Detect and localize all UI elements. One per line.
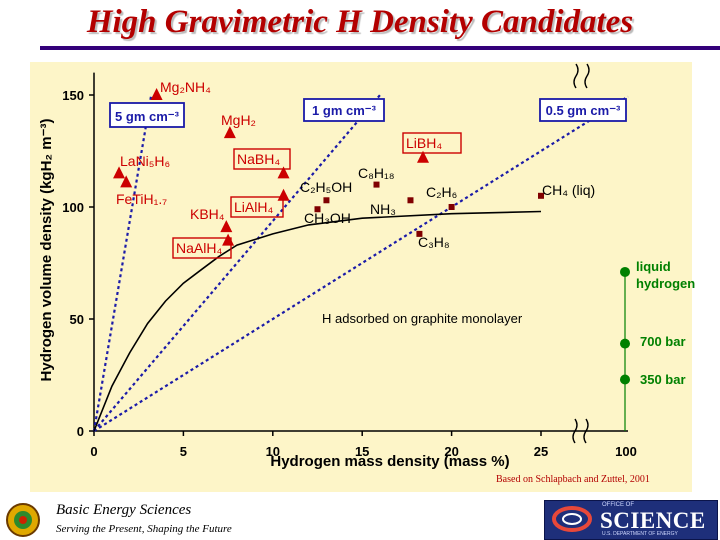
hydrocarbon-point xyxy=(323,197,330,204)
hydride-point xyxy=(120,175,133,188)
x-tick-label: 10 xyxy=(266,444,280,459)
reference-line-box xyxy=(109,102,185,128)
data-points xyxy=(113,88,630,431)
reference-line xyxy=(92,94,153,432)
reference-lines xyxy=(92,94,629,432)
hydride-label: NaBH₄ xyxy=(237,151,280,167)
hydride-point xyxy=(223,126,236,139)
hydrocarbon-label: C₃H₈ xyxy=(418,234,450,250)
source-note: Based on Schlapbach and Zuttel, 2001 xyxy=(496,474,650,485)
hydride-label-box xyxy=(230,196,284,218)
reference-line-label: 5 gm cm⁻³ xyxy=(115,109,180,124)
hydride-point xyxy=(277,166,290,179)
hydride-label: MgH₂ xyxy=(221,112,256,128)
x-tick-label: 0 xyxy=(90,444,97,459)
hydride-label-box xyxy=(233,148,291,170)
hydrocarbon-label: C₂H₆ xyxy=(426,184,457,200)
reference-line xyxy=(93,94,381,432)
y-tick-label: 100 xyxy=(62,200,84,215)
y-tick-label: 0 xyxy=(77,424,84,439)
top-break-mark xyxy=(573,63,579,89)
science-swirl-icon xyxy=(552,506,592,532)
x-axis-label: Hydrogen mass density (mass %) xyxy=(270,453,509,470)
y-tick-label: 150 xyxy=(62,88,84,103)
science-office-line: OFFICE OF xyxy=(602,502,634,508)
reference-line-label: 1 gm cm⁻³ xyxy=(312,103,377,118)
storage-marker xyxy=(620,374,630,385)
x-tick-label: 20 xyxy=(444,444,458,459)
storage-label-line2: hydrogen xyxy=(636,276,695,291)
footer-org: Basic Energy Sciences xyxy=(56,502,192,518)
hydrocarbon-point xyxy=(314,206,321,213)
hydride-label: NaAlH₄ xyxy=(176,240,222,256)
graphite-adsorption-curve xyxy=(93,210,542,432)
top-break-mark xyxy=(584,63,590,89)
hydrocarbon-point xyxy=(407,197,414,204)
storage-marker xyxy=(620,266,630,277)
x-tick-label: 25 xyxy=(534,444,548,459)
hydride-label: LaNi₅H₆ xyxy=(120,153,170,169)
hydride-label-box xyxy=(172,237,232,259)
x-axis-break-mark xyxy=(572,418,578,444)
reference-line-box xyxy=(539,98,627,122)
graphite-curve-layer xyxy=(93,210,542,432)
hydrocarbon-label: C₂H₅OH xyxy=(300,179,352,195)
chart-texts: 0 50 100 150 0 5 10 15 20 25 100 Hydrogen mass dens… xyxy=(38,79,695,470)
storage-label: 350 bar xyxy=(640,372,686,387)
graphite-curve-label: H adsorbed on graphite monolayer xyxy=(322,311,523,326)
science-dept-line: U.S. DEPARTMENT OF ENERGY xyxy=(602,531,678,537)
hydride-point xyxy=(222,233,235,246)
hydrocarbon-label: CH₃OH xyxy=(304,210,351,226)
hydride-point xyxy=(277,188,290,201)
hydride-label: FeTiH₁.₇ xyxy=(116,191,167,207)
hydride-point xyxy=(150,88,163,100)
storage-label: 700 bar xyxy=(640,334,686,349)
chart-axes xyxy=(89,63,628,444)
hydride-point xyxy=(113,166,126,179)
y-axis-label: Hydrogen volume density (kgH₂ m⁻³) xyxy=(38,119,55,382)
title-divider xyxy=(40,46,720,50)
reference-line xyxy=(93,95,629,432)
hydride-label: Mg₂NH₄ xyxy=(160,79,211,95)
reference-line-box xyxy=(303,98,385,122)
hydrocarbon-point xyxy=(373,181,380,188)
x-axis-break-mark xyxy=(583,418,589,444)
x-tick-label: 5 xyxy=(180,444,187,459)
hydrocarbon-label: CH₄ (liq) xyxy=(542,182,595,198)
hydrocarbon-label: NH₃ xyxy=(370,201,396,217)
hydrocarbon-label: C₈H₁₈ xyxy=(358,165,395,181)
hydride-label-box xyxy=(402,132,462,154)
x-tick-label: 15 xyxy=(355,444,369,459)
hydride-point xyxy=(220,220,233,233)
hydride-point xyxy=(416,150,429,163)
x-break-label: 100 xyxy=(615,444,637,459)
hydrocarbon-point xyxy=(538,192,544,199)
science-word: SCIENCE xyxy=(600,508,706,533)
hydrocarbon-point xyxy=(416,230,423,237)
hydride-label: LiBH₄ xyxy=(406,135,442,151)
storage-label-line1: liquid xyxy=(636,259,671,274)
hydrocarbon-point xyxy=(448,204,455,210)
chart-panel xyxy=(30,62,692,492)
storage-marker xyxy=(620,338,630,349)
reference-line-label: 0.5 gm cm⁻³ xyxy=(546,103,621,118)
y-tick-label: 50 xyxy=(70,312,84,327)
bes-logo-icon xyxy=(6,503,40,537)
page-title: High Gravimetric H Density Candidates xyxy=(86,4,634,40)
footer-tagline: Serving the Present, Shaping the Future xyxy=(56,523,232,535)
hydride-label: KBH₄ xyxy=(190,206,225,222)
hydride-label: LiAlH₄ xyxy=(234,199,273,215)
